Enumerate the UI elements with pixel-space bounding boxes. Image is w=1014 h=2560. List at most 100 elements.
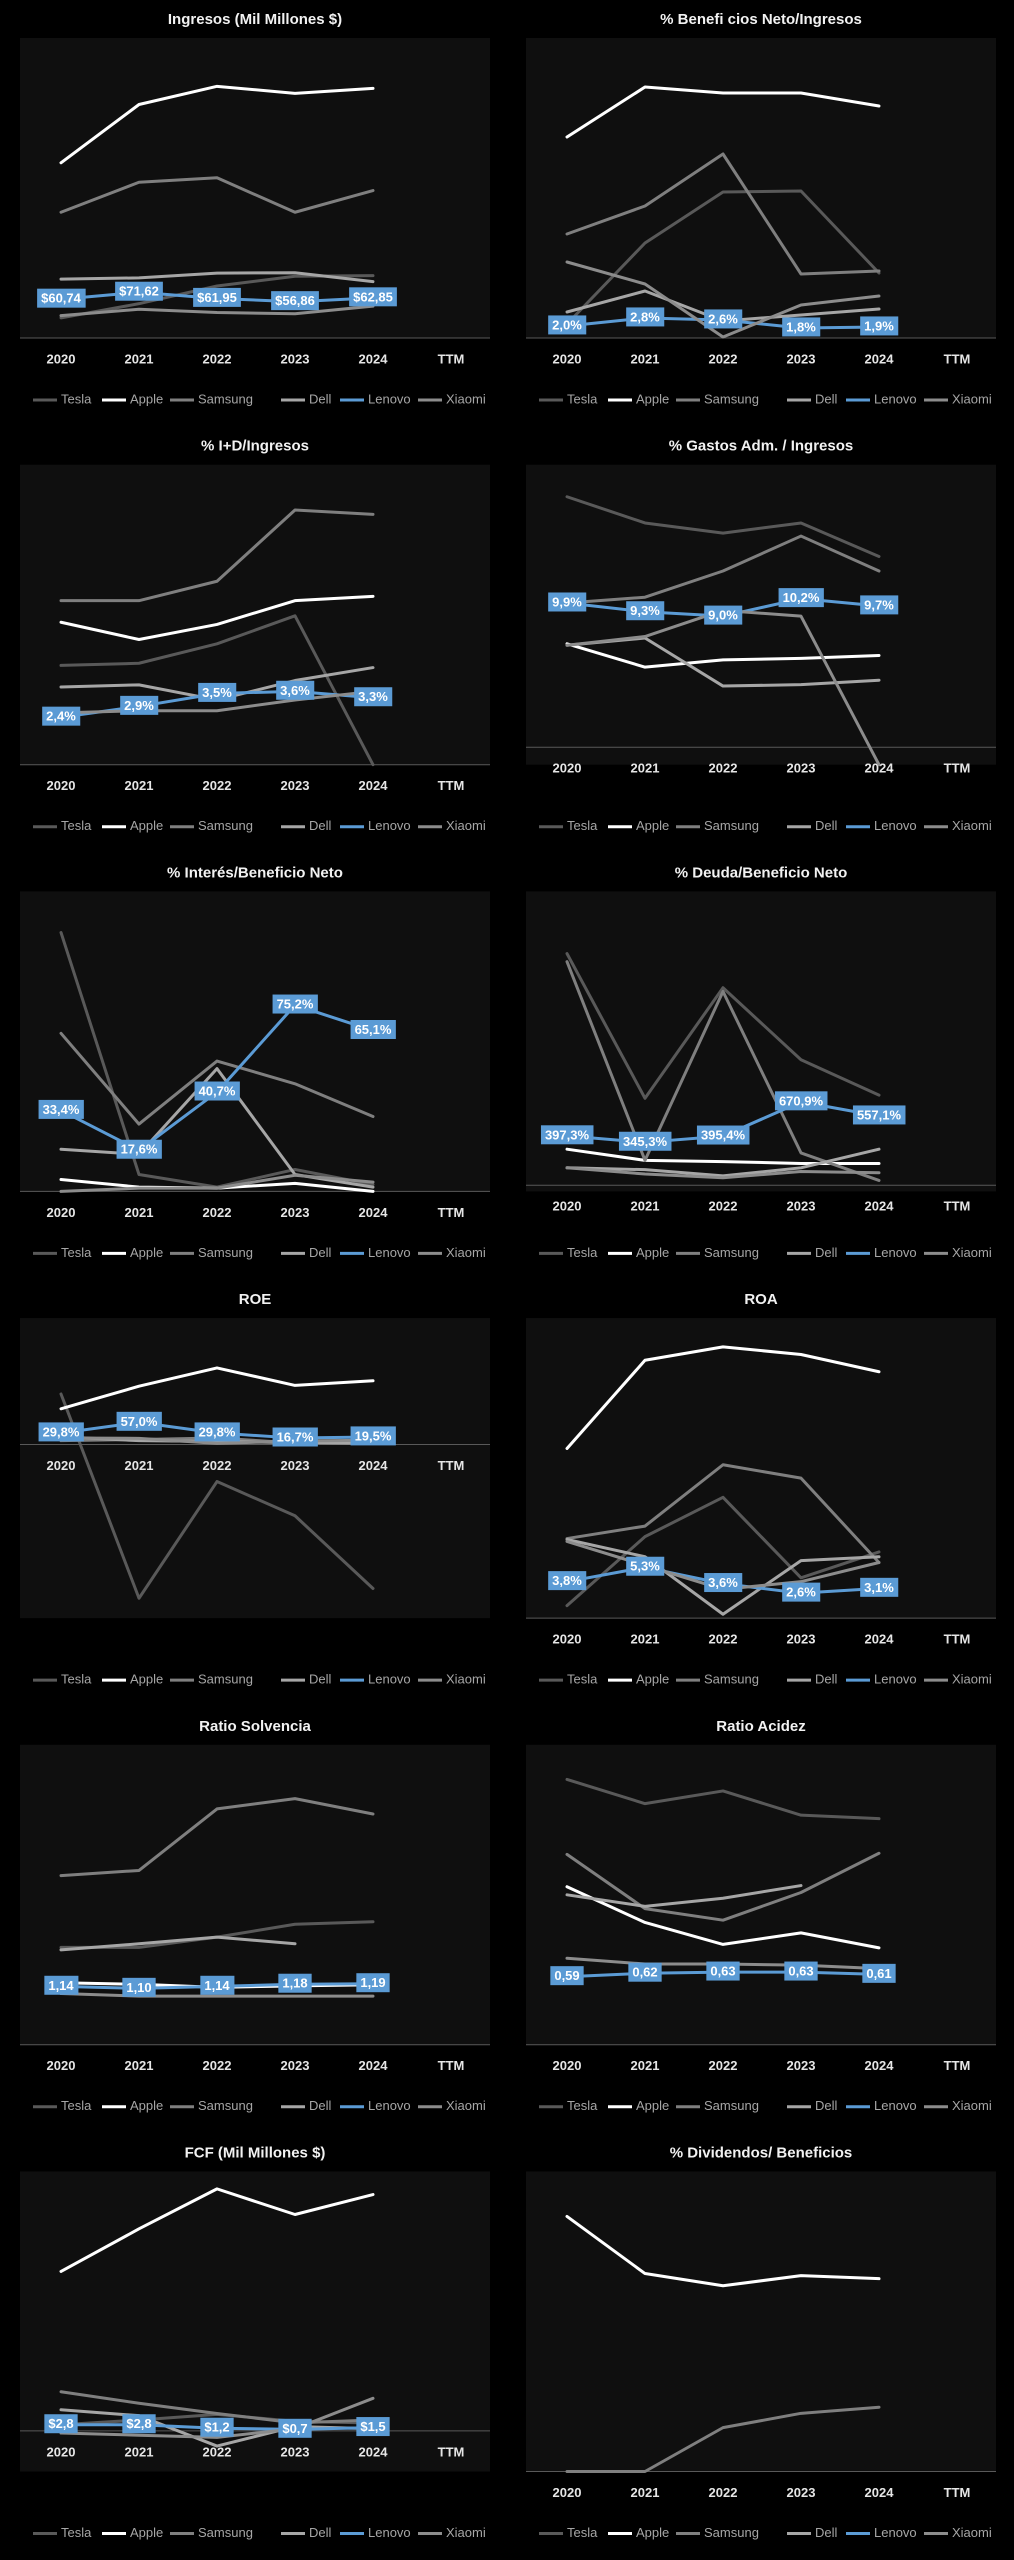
- legend-label: Xiaomi: [952, 1245, 992, 1260]
- data-label-box: [860, 1577, 899, 1597]
- legend-label: Lenovo: [874, 2525, 917, 2540]
- x-tick-label: 2022: [203, 2058, 232, 2073]
- x-tick-label: 2024: [359, 2058, 389, 2073]
- data-label-text: $61,95: [197, 290, 237, 305]
- data-label-text: 3,5%: [202, 685, 232, 700]
- data-label: 33,4%: [38, 1099, 84, 1119]
- data-label-box: [194, 1081, 240, 1101]
- x-tick-label: 2023: [281, 2444, 310, 2459]
- legend-label: Apple: [636, 1672, 669, 1687]
- data-label-text: 0,63: [710, 1964, 735, 1979]
- legend-label: Lenovo: [368, 1672, 411, 1687]
- data-label-box: [862, 1963, 896, 1983]
- legend-label: Apple: [130, 818, 163, 833]
- data-label: 1,8%: [782, 317, 821, 337]
- chart-title: Ingresos (Mil Millones $): [168, 11, 342, 28]
- data-label: 3,5%: [198, 682, 237, 702]
- chart-title: ROE: [239, 1291, 272, 1308]
- x-tick-label: 2023: [787, 761, 816, 776]
- legend-label: Apple: [636, 2525, 669, 2540]
- legend-label: Tesla: [61, 818, 92, 833]
- data-label-box: [200, 1975, 235, 1995]
- plot-area: [20, 1318, 490, 1619]
- series-line: [565, 534, 881, 605]
- data-label: $1,2: [200, 2417, 234, 2437]
- legend-label: Xiaomi: [446, 818, 486, 833]
- data-label-text: 557,1%: [857, 1107, 902, 1122]
- legend-label: Lenovo: [874, 391, 917, 406]
- legend-label: Tesla: [61, 1672, 92, 1687]
- legend-label: Apple: [636, 1245, 669, 1260]
- series-line: [59, 1436, 375, 1445]
- x-tick-label: TTM: [944, 761, 971, 776]
- data-label: 2,9%: [120, 695, 159, 715]
- data-label: $56,86: [271, 291, 319, 311]
- data-label-box: [276, 680, 315, 700]
- x-tick-label: 2024: [359, 351, 389, 366]
- plot-area: [526, 38, 996, 338]
- legend-label: Tesla: [567, 818, 598, 833]
- x-tick-label: 2020: [47, 2444, 76, 2459]
- legend-label: Samsung: [704, 391, 759, 406]
- x-tick-label: 2021: [125, 2058, 154, 2073]
- legend-label: Dell: [309, 2525, 332, 2540]
- data-label-box: [42, 706, 81, 726]
- data-label-text: 10,2%: [783, 590, 820, 605]
- data-label-box: [706, 1961, 740, 1981]
- chart-title: % Gastos Adm. / Ingresos: [669, 438, 854, 455]
- data-label: 29,8%: [38, 1422, 84, 1442]
- data-label-box: [350, 1426, 396, 1446]
- x-tick-label: TTM: [438, 778, 465, 793]
- data-label: $71,62: [115, 281, 163, 301]
- data-label: $62,85: [349, 287, 397, 307]
- data-label-box: [860, 595, 899, 615]
- series-line: [59, 1392, 375, 1600]
- data-label: 1,14: [44, 1975, 79, 1995]
- x-tick-label: TTM: [438, 351, 465, 366]
- data-label-text: 75,2%: [277, 997, 314, 1012]
- legend-label: Lenovo: [368, 818, 411, 833]
- legend-label: Lenovo: [368, 2098, 411, 2113]
- data-label: 9,0%: [704, 605, 743, 625]
- data-label: $2,8: [122, 2414, 156, 2434]
- legend-label: Xiaomi: [952, 391, 992, 406]
- data-label-box: [628, 1962, 662, 1982]
- data-label: 10,2%: [778, 588, 824, 608]
- x-tick-label: 2023: [281, 1458, 310, 1473]
- series-line: [565, 1851, 881, 1922]
- x-tick-label: TTM: [438, 1205, 465, 1220]
- legend-label: Tesla: [567, 1245, 598, 1260]
- chart-title: % I+D/Ingresos: [201, 438, 309, 455]
- data-label-text: 2,8%: [630, 309, 660, 324]
- legend-label: Samsung: [704, 2525, 759, 2540]
- x-tick-label: TTM: [438, 2444, 465, 2459]
- legend-label: Samsung: [198, 391, 253, 406]
- data-label: 57,0%: [116, 1411, 162, 1431]
- series-line: [565, 152, 881, 276]
- data-label-box: [350, 1019, 396, 1039]
- series-line: [59, 689, 375, 715]
- series-line: [565, 1345, 881, 1450]
- legend-label: Dell: [815, 1672, 838, 1687]
- data-label-box: [122, 1977, 156, 1997]
- series-line: [59, 1797, 375, 1878]
- legend-label: Apple: [130, 1672, 163, 1687]
- x-tick-label: 2022: [709, 1199, 738, 1214]
- legend-label: Xiaomi: [952, 2525, 992, 2540]
- data-label: 9,3%: [626, 601, 665, 621]
- series-line: [565, 260, 881, 339]
- series-line: [59, 1935, 297, 1952]
- series-line: [565, 189, 881, 326]
- data-label-text: 345,3%: [623, 1134, 668, 1149]
- legend-label: Lenovo: [368, 2525, 411, 2540]
- data-label-text: 3,6%: [280, 683, 310, 698]
- x-tick-label: 2021: [631, 761, 660, 776]
- data-label-box: [354, 687, 393, 707]
- legend-label: Samsung: [198, 2098, 253, 2113]
- series-line: [565, 2405, 881, 2473]
- data-label-text: 40,7%: [199, 1084, 236, 1099]
- x-tick-label: 2021: [125, 2444, 154, 2459]
- series-line: [565, 952, 881, 1100]
- x-tick-label: 2020: [553, 2485, 582, 2500]
- plot-area: [526, 1744, 996, 2045]
